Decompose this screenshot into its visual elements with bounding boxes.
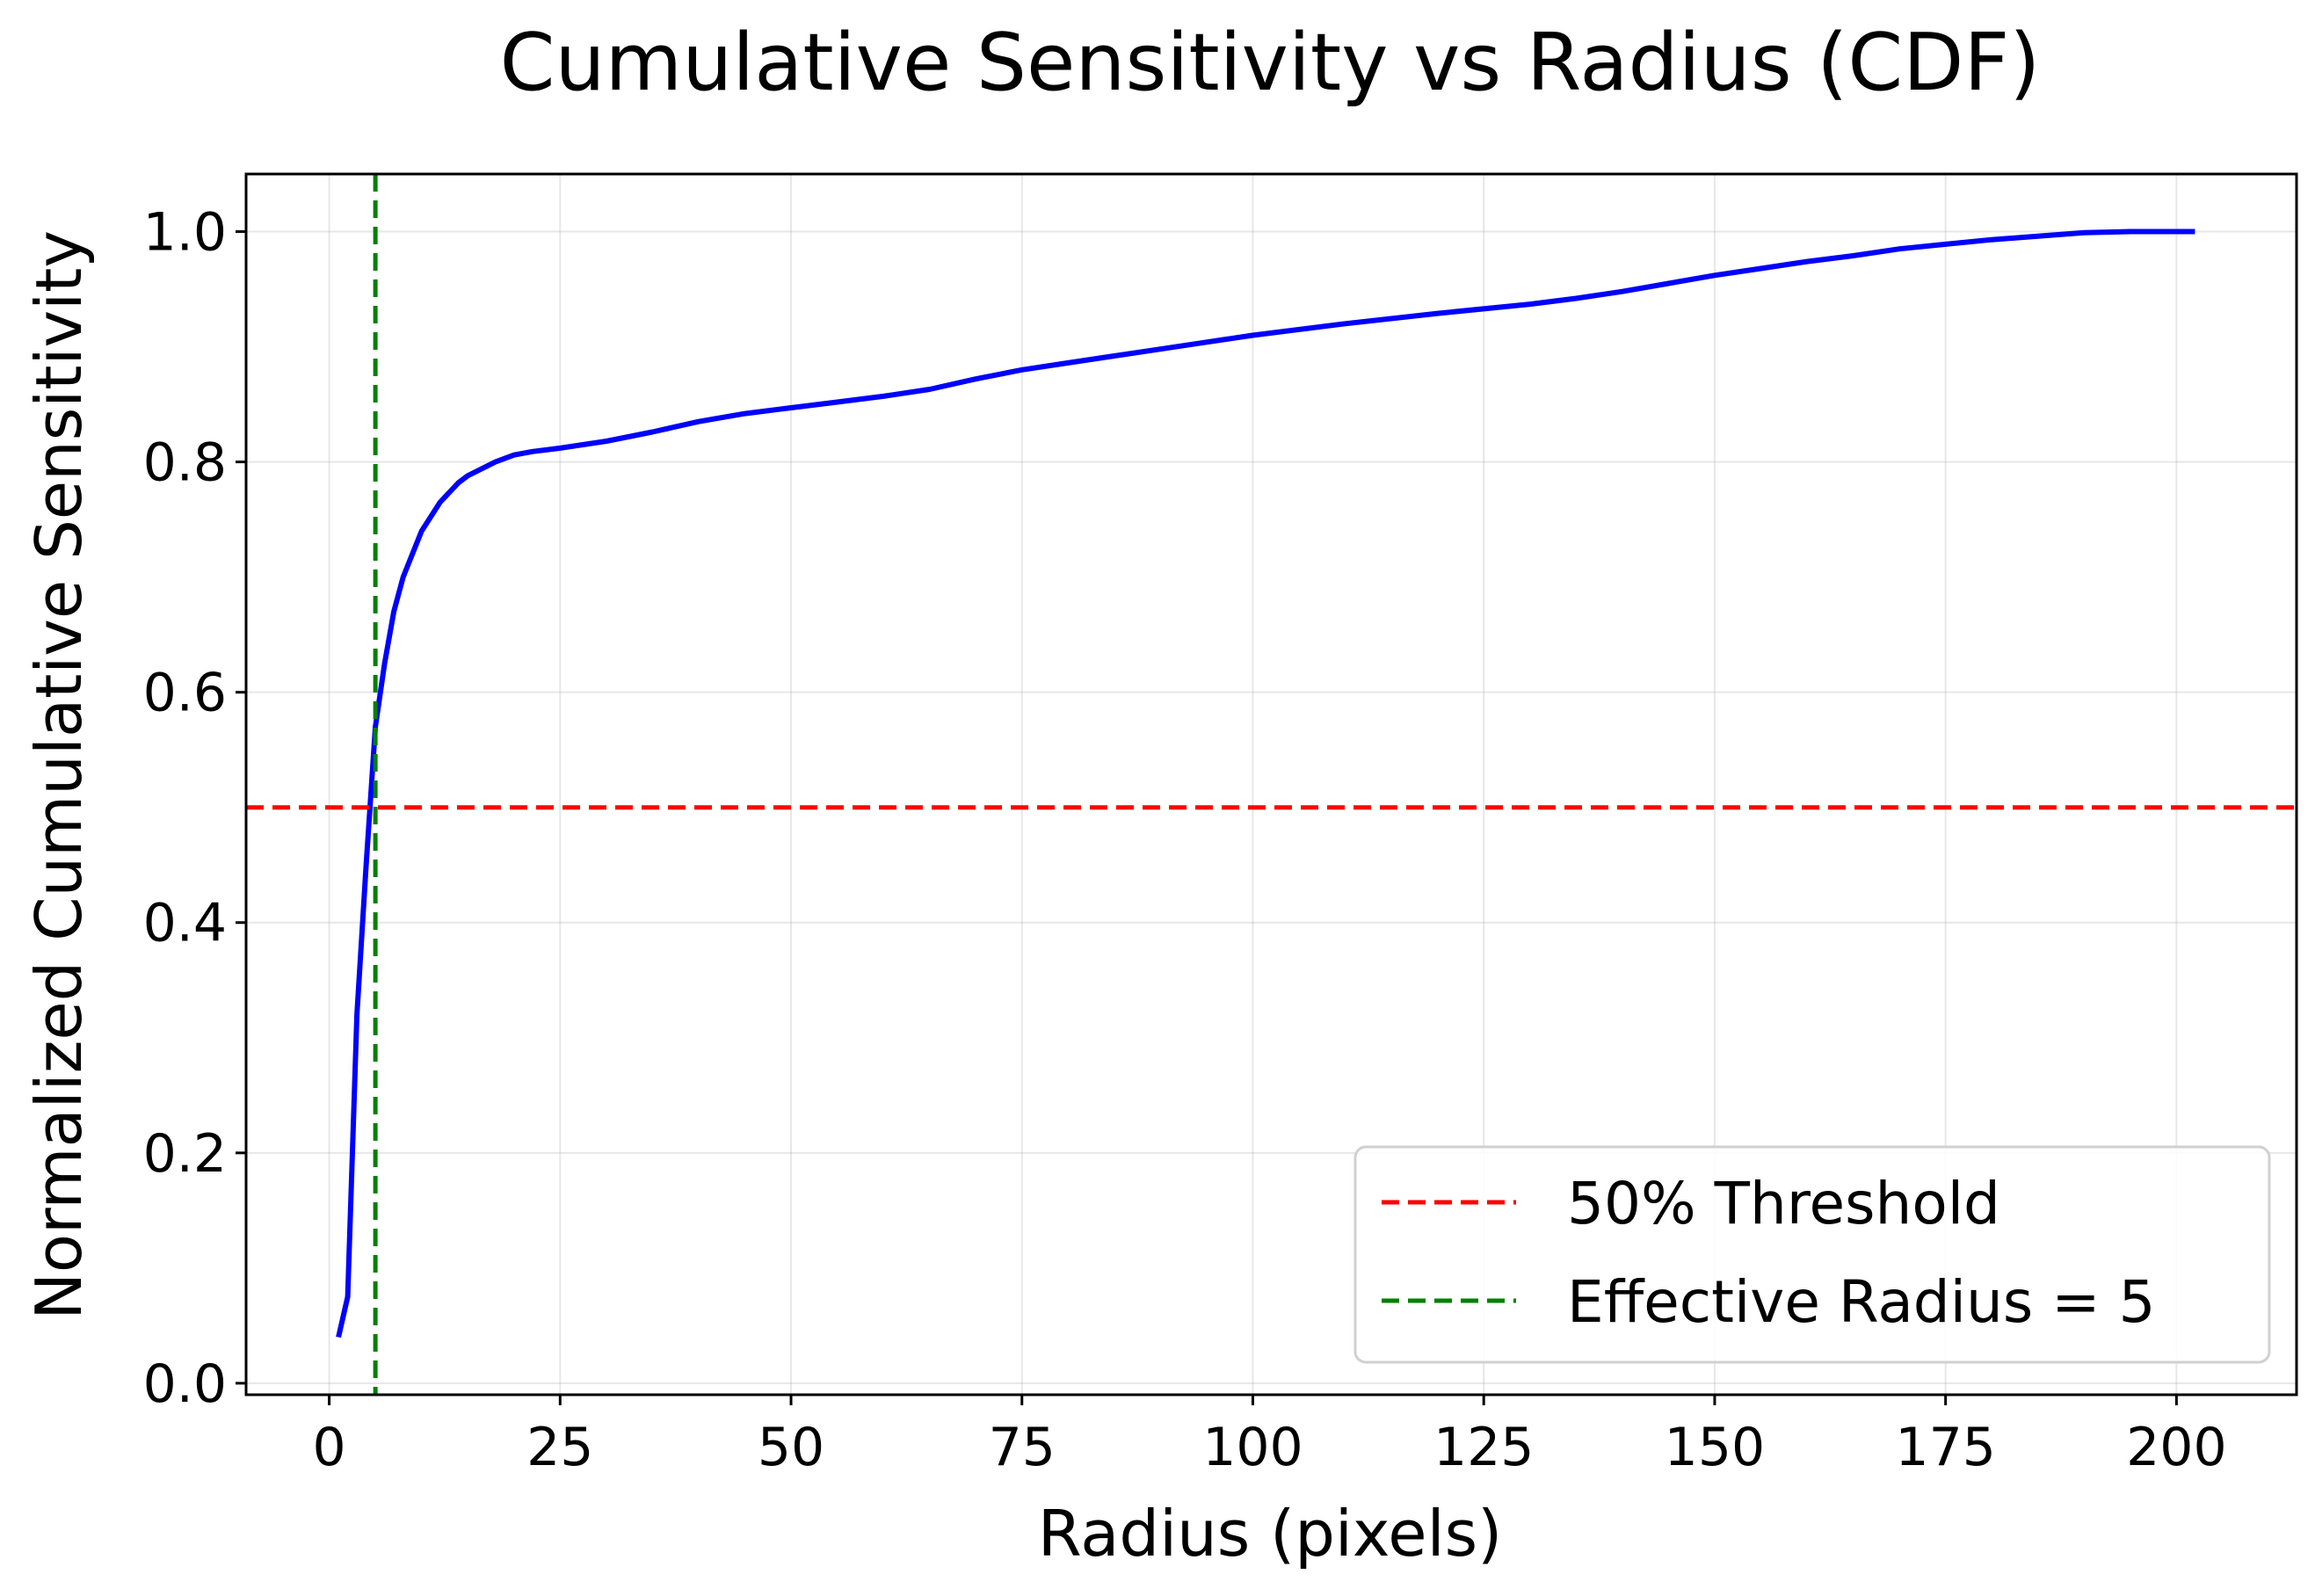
- legend-box: [1353, 1145, 2271, 1364]
- legend-label-threshold: 50% Threshold: [1567, 1170, 2000, 1237]
- series-layer: [246, 174, 2297, 1395]
- legend: 50% Threshold Effective Radius = 5: [1353, 1145, 2271, 1364]
- chart-title: Cumulative Sensitivity vs Radius (CDF): [500, 17, 2041, 109]
- x-tick-label: 125: [1433, 1417, 1535, 1478]
- y-tick-label: 0.6: [143, 663, 227, 724]
- x-tick-label: 150: [1665, 1417, 1766, 1478]
- x-axis-label: Radius (pixels): [1038, 1497, 1502, 1571]
- y-axis-label: Normalized Cumulative Sensitivity: [22, 230, 96, 1320]
- x-tick-label: 25: [526, 1417, 593, 1478]
- x-tick-label: 0: [312, 1417, 345, 1478]
- legend-label-effective-radius: Effective Radius = 5: [1567, 1268, 2155, 1336]
- x-tick-label: 100: [1202, 1417, 1303, 1478]
- plot-frame: [244, 172, 2298, 1396]
- y-tick-label: 0.8: [143, 432, 227, 494]
- x-tick-label: 200: [2126, 1417, 2227, 1478]
- y-tick-label: 0.2: [143, 1123, 227, 1185]
- cdf-line: [336, 229, 2195, 1338]
- y-tick-label: 0.4: [143, 893, 227, 954]
- x-tick-label: 50: [758, 1417, 824, 1478]
- x-tick-label: 75: [989, 1417, 1056, 1478]
- x-tick-label: 175: [1895, 1417, 1996, 1478]
- ticks: 0 25 50 75 100 125 150 175 200 0.0 0.2 0.4 0.6 0.8 1.0: [143, 202, 2227, 1478]
- y-tick-label: 1.0: [143, 202, 227, 264]
- y-tick-label: 0.0: [143, 1353, 227, 1415]
